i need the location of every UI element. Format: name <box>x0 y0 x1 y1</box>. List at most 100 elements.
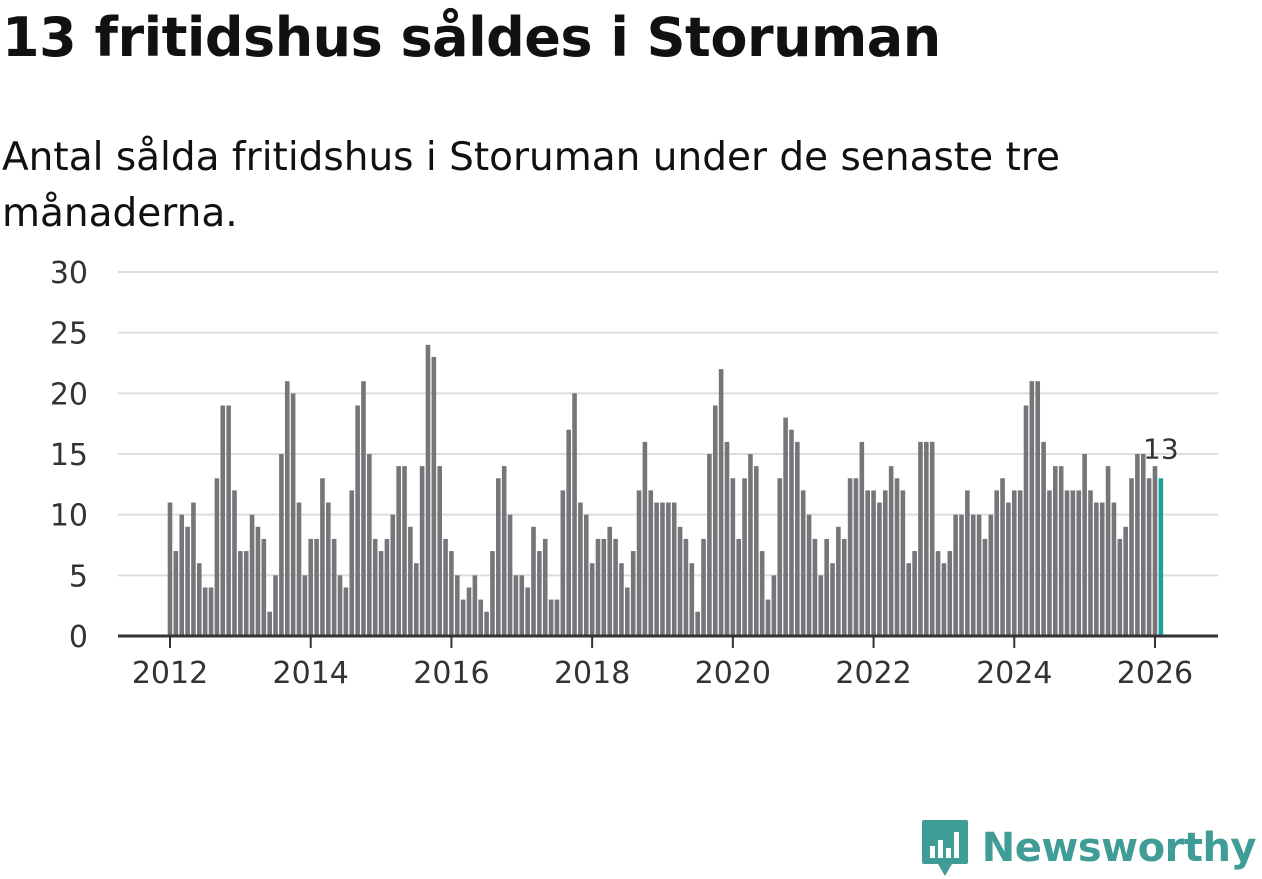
bar <box>806 514 812 636</box>
bar <box>261 538 267 636</box>
x-axis-ticks: 2012 2014 2016 2018 2020 2022 2024 2026 <box>132 636 1193 691</box>
bar <box>882 490 888 636</box>
bar <box>777 478 783 636</box>
bar <box>179 514 185 636</box>
bar <box>795 441 800 636</box>
bar <box>361 381 366 636</box>
bar <box>965 490 970 636</box>
bar <box>754 466 759 636</box>
bar <box>173 551 179 636</box>
bar <box>408 526 413 636</box>
bar <box>1088 490 1093 636</box>
bar <box>302 575 308 636</box>
bar <box>642 441 648 636</box>
bar <box>959 514 964 636</box>
bar <box>1041 441 1046 636</box>
bar <box>783 417 788 636</box>
bar <box>525 587 530 636</box>
bar <box>220 405 226 636</box>
bar <box>279 454 284 636</box>
bar <box>877 502 882 636</box>
x-tick-label: 2026 <box>1117 656 1193 691</box>
bar <box>449 551 454 636</box>
bar <box>654 502 659 636</box>
bar <box>185 526 190 636</box>
bar <box>625 587 630 636</box>
x-tick-label: 2018 <box>554 656 630 691</box>
bar <box>1070 490 1076 636</box>
bar <box>284 381 290 636</box>
x-tick-label: 2022 <box>835 656 911 691</box>
bar <box>818 575 824 636</box>
bar <box>736 538 742 636</box>
bar <box>718 369 724 636</box>
bar <box>484 611 489 636</box>
bar <box>1047 490 1052 636</box>
bar <box>683 538 689 636</box>
bar <box>994 490 999 636</box>
bar <box>812 538 818 636</box>
bar <box>578 502 583 636</box>
bar <box>472 575 478 636</box>
data-labels: 13 <box>1143 432 1179 465</box>
bar <box>947 551 953 636</box>
bar <box>1058 466 1064 636</box>
x-tick-label: 2016 <box>413 656 489 691</box>
bar <box>953 514 958 636</box>
bar <box>437 466 442 636</box>
bar <box>583 514 589 636</box>
bar <box>355 405 360 636</box>
bar <box>490 551 495 636</box>
bar <box>1076 490 1082 636</box>
bar <box>208 587 214 636</box>
bar <box>572 393 577 636</box>
bar <box>976 514 982 636</box>
bar <box>460 599 466 636</box>
bar <box>1006 502 1011 636</box>
bar <box>372 538 378 636</box>
bar <box>847 478 853 636</box>
bar <box>1082 454 1087 636</box>
bar <box>853 478 859 636</box>
bar <box>824 538 829 636</box>
bar <box>906 563 912 636</box>
bar <box>443 538 448 636</box>
y-tick-label: 5 <box>69 559 88 594</box>
bar <box>273 575 278 636</box>
bar <box>343 587 349 636</box>
bar <box>695 611 700 636</box>
bar <box>1000 478 1005 636</box>
newsworthy-logo-icon <box>921 820 968 876</box>
x-tick-label: 2024 <box>976 656 1052 691</box>
bar <box>554 599 560 636</box>
bar <box>742 478 747 636</box>
bar <box>466 587 472 636</box>
bar <box>191 502 196 636</box>
bar <box>267 611 272 636</box>
bar <box>402 466 407 636</box>
bar <box>982 538 988 636</box>
bar <box>601 538 607 636</box>
chart-subtitle: Antal sålda fritidshus i Storuman under … <box>2 135 1060 236</box>
bar <box>630 551 636 636</box>
bar <box>478 599 484 636</box>
last-value-label: 13 <box>1143 432 1179 465</box>
bar <box>1029 381 1035 636</box>
bar <box>519 575 525 636</box>
bar <box>1099 502 1105 636</box>
bar-chart: 0 5 10 15 20 25 30 2012 2014 2016 2018 2020 2022 202… <box>50 256 1218 691</box>
bar <box>308 538 314 636</box>
bar <box>924 441 929 636</box>
chart-title: 13 fritidshus såldes i Storuman <box>2 6 941 69</box>
bar <box>249 514 255 636</box>
bar <box>648 490 654 636</box>
bar <box>900 490 906 636</box>
bar <box>935 551 941 636</box>
bar <box>677 526 683 636</box>
bar <box>771 575 777 636</box>
bar <box>331 538 337 636</box>
bar <box>1094 502 1099 636</box>
bar <box>431 356 437 636</box>
bar <box>501 466 507 636</box>
x-tick-label: 2020 <box>695 656 771 691</box>
